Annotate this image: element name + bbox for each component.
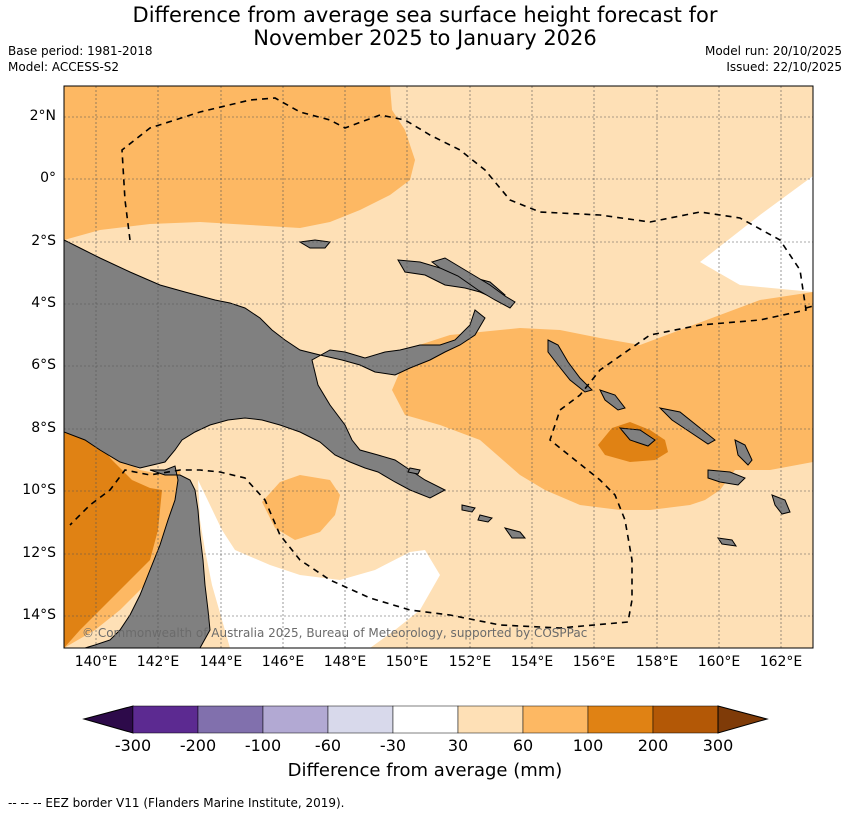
anomaly-60-100-region-east bbox=[392, 292, 813, 510]
lat-label-12s: 12°S bbox=[22, 545, 56, 561]
colorbar-label-30: 30 bbox=[447, 736, 469, 755]
lat-label-8s: 8°S bbox=[31, 420, 56, 436]
map-title-line2: November 2025 to January 2026 bbox=[253, 26, 597, 50]
eez-footnote: -- -- -- EEZ border V11 (Flanders Marine… bbox=[8, 796, 345, 810]
new-guinea-landmass bbox=[64, 239, 486, 499]
lon-label-154e: 154°E bbox=[510, 654, 554, 670]
anomaly-100-200-region-west bbox=[64, 432, 162, 648]
makira-island bbox=[707, 469, 746, 486]
lat-label-2s: 2°S bbox=[31, 233, 56, 249]
lat-label-2n: 2°N bbox=[29, 108, 56, 124]
eez-border bbox=[69, 97, 813, 629]
lon-label-150e: 150°E bbox=[385, 654, 429, 670]
colorbar-label-minus300: -300 bbox=[114, 736, 152, 755]
colorbar-bin-4 bbox=[327, 705, 394, 734]
colorbar-extend-high bbox=[717, 705, 769, 734]
model-run: Model run: 20/10/2025 bbox=[704, 44, 842, 58]
colorbar-label-minus100: -100 bbox=[244, 736, 282, 755]
anomaly-neutral-region-east bbox=[700, 176, 813, 292]
australia-cape-york bbox=[84, 465, 211, 648]
louisiade-island-1 bbox=[461, 504, 476, 513]
meta-left: Base period: 1981-2018 Model: ACCESS-S2 bbox=[8, 43, 153, 75]
colorbar-label-60: 60 bbox=[512, 736, 534, 755]
lon-label-144e: 144°E bbox=[199, 654, 243, 670]
map-credit: © Commonwealth of Australia 2025, Bureau… bbox=[82, 626, 587, 640]
lon-label-160e: 160°E bbox=[697, 654, 741, 670]
colorbar-bin-6 bbox=[457, 705, 524, 734]
lat-label-6s: 6°S bbox=[31, 357, 56, 373]
anomaly-60-100-region-north bbox=[64, 86, 415, 240]
colorbar-bin-9 bbox=[652, 705, 719, 734]
manus-island bbox=[298, 239, 331, 249]
colorbar-label-300: 300 bbox=[702, 736, 734, 755]
land-masses bbox=[64, 239, 791, 648]
map-panel: © Commonwealth of Australia 2025, Bureau… bbox=[64, 86, 813, 648]
lon-label-158e: 158°E bbox=[635, 654, 679, 670]
new-ireland-island bbox=[430, 257, 516, 309]
rossel-island bbox=[503, 527, 527, 539]
lat-label-14s: 14°S bbox=[22, 607, 56, 623]
colorbar-title: Difference from average (mm) bbox=[287, 760, 563, 781]
cape-york-islet bbox=[716, 537, 738, 547]
lat-label-0: 0° bbox=[40, 170, 56, 186]
lon-label-140e: 140°E bbox=[74, 654, 118, 670]
map-frame bbox=[63, 85, 814, 649]
colorbar-bin-8 bbox=[587, 705, 654, 734]
malaita-island bbox=[734, 439, 753, 466]
colorbar-bin-3 bbox=[262, 705, 329, 734]
model-name: Model: ACCESS-S2 bbox=[8, 60, 120, 74]
colorbar-bin-2 bbox=[197, 705, 264, 734]
map-title-line1: Difference from average sea surface heig… bbox=[132, 3, 718, 27]
colorbar-bin-1 bbox=[132, 705, 199, 734]
louisiade-island-2 bbox=[477, 514, 493, 523]
lat-label-10s: 10°S bbox=[22, 482, 56, 498]
graticule bbox=[64, 86, 813, 648]
meta-right: Model run: 20/10/2025 Issued: 22/10/2025 bbox=[705, 43, 842, 75]
lon-label-162e: 162°E bbox=[759, 654, 803, 670]
issued-date: Issued: 22/10/2025 bbox=[726, 60, 842, 74]
colorbar-label-minus60: -60 bbox=[314, 736, 342, 755]
colorbar-bin-5 bbox=[392, 705, 459, 734]
trobriand-island bbox=[407, 467, 421, 475]
colorbar-label-200: 200 bbox=[637, 736, 669, 755]
colorbar-label-minus30: -30 bbox=[379, 736, 407, 755]
lon-label-156e: 156°E bbox=[572, 654, 616, 670]
vanuatu-north-island bbox=[771, 494, 791, 515]
colorbar-bin-7 bbox=[522, 705, 589, 734]
choiseul-island bbox=[599, 389, 626, 411]
lon-label-148e: 148°E bbox=[323, 654, 367, 670]
anomaly-100-200-region-east bbox=[598, 422, 668, 462]
lon-label-146e: 146°E bbox=[261, 654, 305, 670]
anomaly-neutral-region-south bbox=[198, 480, 440, 648]
santa-isabel-island bbox=[658, 407, 716, 445]
lon-label-142e: 142°E bbox=[136, 654, 180, 670]
lat-label-4s: 4°S bbox=[31, 295, 56, 311]
colorbar-extend-low bbox=[82, 705, 134, 734]
base-period: Base period: 1981-2018 bbox=[8, 44, 153, 58]
colorbar-label-minus200: -200 bbox=[179, 736, 217, 755]
lon-label-152e: 152°E bbox=[448, 654, 492, 670]
colorbar bbox=[82, 705, 769, 734]
colorbar-label-100: 100 bbox=[572, 736, 604, 755]
guadalcanal-island bbox=[618, 427, 656, 447]
